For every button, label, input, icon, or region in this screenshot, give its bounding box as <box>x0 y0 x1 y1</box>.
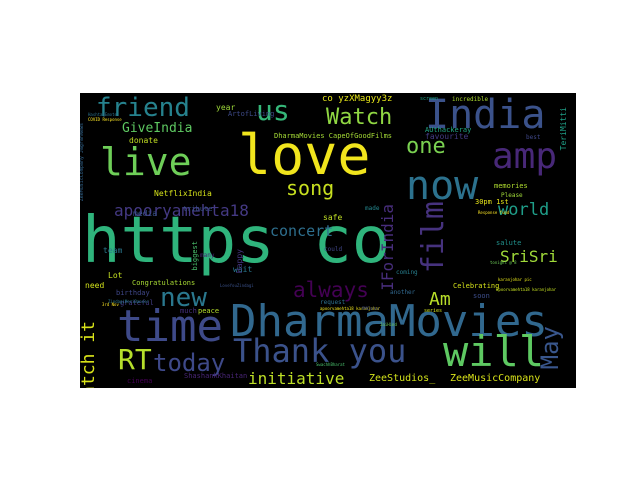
word-always: always <box>293 278 369 302</box>
word-favourite: favourite <box>425 132 469 141</box>
word-made: made <box>365 205 380 212</box>
word-tiny-7: ZindagiMeriDancer <box>108 299 149 304</box>
word-congratulations: Congratulations <box>132 279 196 287</box>
word-celebrating: Celebrating <box>453 282 500 290</box>
word-dharmamovies: DharmaMovies <box>230 296 548 347</box>
word-tiny-11: karanjohar pic <box>498 277 532 282</box>
word-peace: peace <box>198 307 220 315</box>
word-tribute: tribute <box>183 205 213 213</box>
word-one: one <box>406 134 446 159</box>
word-many: many <box>200 252 215 259</box>
word-new: new <box>160 283 207 313</box>
word-dharmamovies-capeofgoodfilms: DharmaMovies CapeOfGoodFilms <box>274 132 393 140</box>
word-giveindia: GiveIndia <box>122 121 193 136</box>
word-another: another <box>390 289 416 296</box>
word-watch: Watch <box>326 105 393 130</box>
word-tiny-8: series <box>424 308 443 314</box>
word-rt: RT <box>118 343 152 376</box>
word-india: India <box>425 93 546 138</box>
word-tiny-6: tonight @ 8 <box>490 260 517 265</box>
word-authackeray: AUthackeray <box>425 126 472 134</box>
word-tiny-4: LoveYouZindagi <box>220 283 254 288</box>
word-may: May <box>536 326 564 370</box>
word-love: love <box>238 123 371 187</box>
word-film: film <box>416 201 451 274</box>
word-now: now <box>406 163 479 209</box>
word-grateful: grateful <box>120 299 154 307</box>
word-world: world <box>498 200 550 220</box>
word-year: year <box>216 103 236 112</box>
word-tiny-9: 3rd Nov <box>102 302 119 307</box>
word-thank-you: Thank you <box>233 332 407 370</box>
word-us: us <box>256 94 290 127</box>
word-please: Please <box>501 192 523 199</box>
word-donate: donate <box>129 136 158 145</box>
word-tiny-1: apoorvamehta18 karanjohar <box>320 306 381 311</box>
word-response-fund: Response fund <box>478 210 510 215</box>
word-concert: concert <box>270 222 334 240</box>
word-time: time <box>117 301 223 352</box>
word-iforindia: IForIndia <box>378 204 397 291</box>
word-salute: salute <box>496 239 522 247</box>
word-zeestudios: ZeeStudios_ <box>369 373 436 384</box>
word-tiny-10: PMCares <box>362 306 379 311</box>
word-tiny-3: COVID Response <box>88 117 122 122</box>
word-need: need <box>85 281 105 290</box>
word-tiny-5: apoorvamehta18 karanjohar <box>496 287 557 292</box>
word-lot: Lot <box>108 271 123 280</box>
word-initiative: initiative <box>248 369 345 388</box>
word-media: media <box>133 209 158 218</box>
word-live: live <box>100 140 192 184</box>
word-tiny-12: JaiHind <box>380 322 397 327</box>
word-netflixindia: NetflixIndia <box>154 189 212 198</box>
word-song: song <box>286 176 335 200</box>
word-amp: amp <box>492 136 558 177</box>
word-soon: soon <box>473 292 490 300</box>
word-team: team <box>103 246 123 255</box>
word-birthday: birthday <box>116 289 150 297</box>
word-tiny-2: HashtagEmote <box>88 112 117 117</box>
word-screen: screen <box>420 96 439 102</box>
word-am: Am <box>429 289 451 310</box>
word-memories: memories <box>494 182 528 190</box>
word-incredible: incredible <box>452 96 489 103</box>
word-zeemusiccompany-jagrannews: ZeeMusicCompany JagranNews <box>80 123 85 202</box>
word-co-yzxmagyy3z: co yzXMagyy3z <box>322 94 393 104</box>
word-today: today <box>153 349 226 377</box>
word-cloud: https co love India DharmaMovies time no… <box>80 93 576 388</box>
word-happy: Happy <box>235 249 244 274</box>
word-safe: safe <box>323 213 343 222</box>
word-wait: wait <box>233 265 253 274</box>
word-30pm: 30pm 1st <box>475 198 509 206</box>
word-apooryamehta18: apooryamehta18 <box>114 201 249 220</box>
word-artofliving: ArtofLiving <box>228 110 275 118</box>
word-https-co: https co <box>82 204 391 278</box>
word-biggest: biggest <box>191 241 199 271</box>
word-best: best <box>526 134 541 141</box>
word-swachhbharat: SwachhBharat <box>316 362 345 367</box>
word-could: could <box>324 246 343 253</box>
word-cinema: cinema <box>127 377 153 385</box>
word-zeemusiccompany: ZeeMusicCompany <box>450 373 541 384</box>
word-coming: coming <box>396 269 418 276</box>
word-watch-it: Watch it <box>80 321 99 388</box>
word-srisri: SriSri <box>500 247 558 266</box>
word-will: will <box>443 327 545 376</box>
word-much: much <box>180 307 197 315</box>
word-terimitti: TeriMitti <box>559 107 568 151</box>
word-friend: friend <box>96 93 190 123</box>
word-shashankkhaitan: ShashankKhaitan <box>184 372 248 380</box>
word-request: request <box>320 299 346 306</box>
